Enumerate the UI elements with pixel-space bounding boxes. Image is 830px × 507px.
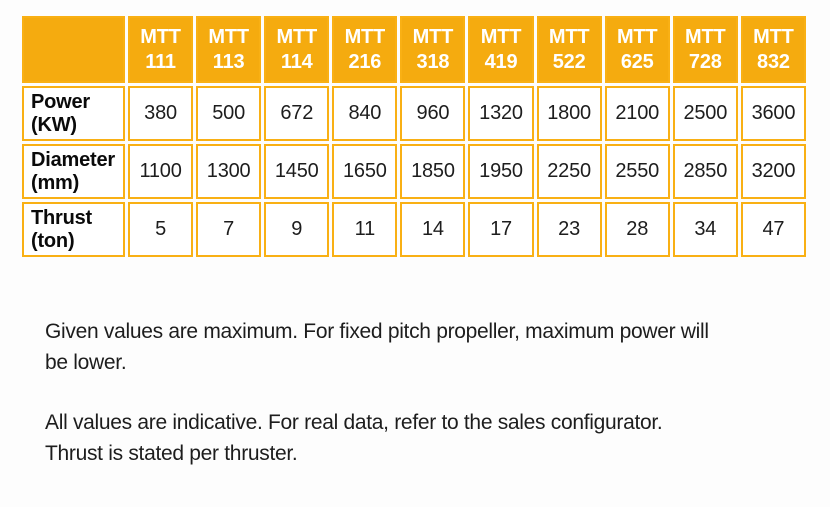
col-header-line2: 318 <box>416 50 450 73</box>
col-header-line1: MTT <box>412 25 454 48</box>
diameter-cell: 1650 <box>332 144 398 199</box>
thrust-cell: 34 <box>672 202 738 257</box>
power-cell: 960 <box>400 86 466 141</box>
row-label-power: Power (KW) <box>22 86 125 141</box>
diameter-cell: 2550 <box>604 144 670 199</box>
power-cell: 3600 <box>740 86 806 141</box>
row-label-line2: (ton) <box>31 229 75 252</box>
col-header-mtt-318: MTT 318 <box>400 16 466 83</box>
col-header-line2: 625 <box>620 50 654 73</box>
col-header-mtt-113: MTT 113 <box>196 16 262 83</box>
col-header-line2: 419 <box>484 50 518 73</box>
header-row: MTT 111 MTT 113 MTT 114 MTT 216 MTT 318 … <box>22 16 806 83</box>
row-label-line2: (mm) <box>31 171 80 194</box>
col-header-mtt-216: MTT 216 <box>332 16 398 83</box>
diameter-cell: 1850 <box>400 144 466 199</box>
power-cell: 1800 <box>536 86 602 141</box>
col-header-line2: 111 <box>145 50 176 73</box>
table-row-power: Power (KW) 380 500 672 840 960 1320 1800… <box>22 86 806 141</box>
footnotes: Given values are maximum. For fixed pitc… <box>45 316 709 498</box>
col-header-mtt-728: MTT 728 <box>672 16 738 83</box>
diameter-cell: 1100 <box>128 144 194 199</box>
thrust-cell: 9 <box>264 202 330 257</box>
thrust-cell: 17 <box>468 202 534 257</box>
diameter-cell: 3200 <box>740 144 806 199</box>
power-cell: 2100 <box>604 86 670 141</box>
note-indicative: All values are indicative. For real data… <box>45 407 709 469</box>
diameter-cell: 2850 <box>672 144 738 199</box>
thrust-cell: 5 <box>128 202 194 257</box>
col-header-mtt-522: MTT 522 <box>536 16 602 83</box>
diameter-cell: 2250 <box>536 144 602 199</box>
diameter-cell: 1300 <box>196 144 262 199</box>
col-header-mtt-114: MTT 114 <box>264 16 330 83</box>
table-row-diameter: Diameter (mm) 1100 1300 1450 1650 1850 1… <box>22 144 806 199</box>
corner-cell <box>22 16 125 83</box>
col-header-line1: MTT <box>208 25 249 48</box>
row-label-line1: Diameter <box>31 148 115 171</box>
col-header-line2: 522 <box>552 50 586 73</box>
col-header-line2: 114 <box>280 50 313 73</box>
thrust-cell: 14 <box>400 202 466 257</box>
power-cell: 2500 <box>672 86 738 141</box>
col-header-line1: MTT <box>276 25 317 48</box>
power-cell: 672 <box>264 86 330 141</box>
row-label-diameter: Diameter (mm) <box>22 144 125 199</box>
col-header-line1: MTT <box>753 25 794 48</box>
col-header-line2: 113 <box>212 50 245 73</box>
power-cell: 380 <box>128 86 194 141</box>
spec-table-body: Power (KW) 380 500 672 840 960 1320 1800… <box>22 86 806 257</box>
note-fixed-pitch: Given values are maximum. For fixed pitc… <box>45 316 709 378</box>
table-row-thrust: Thrust (ton) 5 7 9 11 14 17 23 28 34 47 <box>22 202 806 257</box>
thrust-cell: 11 <box>332 202 398 257</box>
thrust-cell: 23 <box>536 202 602 257</box>
col-header-line1: MTT <box>480 25 522 48</box>
row-label-line1: Power <box>31 90 91 113</box>
power-cell: 1320 <box>468 86 534 141</box>
col-header-mtt-625: MTT 625 <box>604 16 670 83</box>
col-header-line1: MTT <box>344 25 386 48</box>
spec-table-header: MTT 111 MTT 113 MTT 114 MTT 216 MTT 318 … <box>22 16 806 83</box>
note-line: Given values are maximum. For fixed pitc… <box>45 320 709 343</box>
col-header-mtt-419: MTT 419 <box>468 16 534 83</box>
diameter-cell: 1450 <box>264 144 330 199</box>
thrust-cell: 7 <box>196 202 262 257</box>
row-label-thrust: Thrust (ton) <box>22 202 125 257</box>
row-label-line1: Thrust <box>31 206 93 229</box>
thrust-cell: 47 <box>740 202 806 257</box>
col-header-line1: MTT <box>616 25 658 48</box>
thrust-cell: 28 <box>604 202 670 257</box>
col-header-line2: 216 <box>348 50 382 73</box>
col-header-mtt-832: MTT 832 <box>740 16 806 83</box>
note-line: be lower. <box>45 351 127 374</box>
col-header-line1: MTT <box>685 25 726 48</box>
col-header-line1: MTT <box>548 25 590 48</box>
col-header-line1: MTT <box>140 25 181 48</box>
power-cell: 840 <box>332 86 398 141</box>
note-line: Thrust is stated per thruster. <box>45 442 298 465</box>
thruster-spec-table: MTT 111 MTT 113 MTT 114 MTT 216 MTT 318 … <box>19 13 809 260</box>
col-header-line2: 832 <box>757 50 790 73</box>
note-line: All values are indicative. For real data… <box>45 411 663 434</box>
row-label-line2: (KW) <box>31 113 77 136</box>
diameter-cell: 1950 <box>468 144 534 199</box>
col-header-line2: 728 <box>688 50 722 73</box>
power-cell: 500 <box>196 86 262 141</box>
col-header-mtt-111: MTT 111 <box>128 16 194 83</box>
